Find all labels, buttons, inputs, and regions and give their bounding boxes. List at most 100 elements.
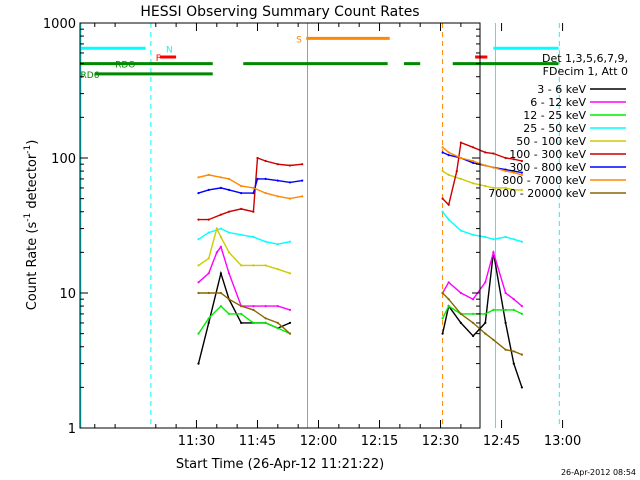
data-point-5-15 — [472, 146, 475, 149]
data-point-3-2 — [219, 227, 222, 230]
data-point-7-3 — [227, 177, 231, 180]
data-point-3-10 — [447, 218, 450, 221]
data-point-2-2 — [219, 305, 222, 308]
data-point-5-18 — [504, 156, 507, 160]
series-8 — [197, 291, 524, 356]
data-point-5-12 — [447, 203, 450, 206]
data-point-2-4 — [240, 312, 243, 315]
y-tick-label-2: 100 — [51, 152, 76, 167]
y-tick-label-0: 1 — [68, 422, 76, 437]
data-point-4-0 — [197, 264, 200, 267]
chart-title: HESSI Observing Summary Count Rates — [140, 4, 419, 20]
data-point-4-3 — [219, 235, 222, 239]
data-point-6-9 — [288, 181, 292, 184]
series-line-6-0 — [198, 178, 303, 194]
data-point-7-5 — [252, 186, 255, 189]
data-point-0-11 — [459, 321, 462, 324]
y-axis-label: Count Rate (s-1 detector-1) — [23, 140, 40, 311]
legend-label-7: 800 - 7000 keV — [502, 174, 586, 187]
data-point-5-3 — [227, 210, 231, 213]
data-point-5-11 — [441, 197, 444, 200]
data-point-7-16 — [504, 170, 507, 173]
data-point-7-4 — [240, 184, 243, 188]
data-point-7-18 — [520, 173, 524, 176]
data-point-1-14 — [484, 281, 487, 284]
legend-label-5: 100 - 300 keV — [509, 148, 586, 161]
data-point-5-16 — [484, 151, 487, 154]
data-point-0-17 — [520, 386, 524, 389]
x-tick-label-6: 13:00 — [544, 434, 581, 449]
x-axis-label: Start Time (26-Apr-12 11:21:22) — [176, 457, 384, 472]
data-point-8-17 — [520, 353, 524, 356]
y-axis-label-part-0: Count Rate (s — [25, 222, 40, 311]
data-point-4-7 — [264, 264, 267, 267]
data-point-8-7 — [276, 321, 279, 324]
y-axis-label-part-4: ) — [25, 140, 40, 145]
data-point-1-13 — [472, 298, 475, 301]
series-2 — [197, 305, 524, 335]
data-point-1-0 — [197, 281, 200, 284]
y-axis: 1 10 100 1000 — [43, 17, 480, 437]
data-point-1-12 — [459, 291, 462, 295]
data-point-5-17 — [492, 152, 495, 155]
series-3 — [197, 210, 524, 246]
data-point-2-13 — [484, 312, 487, 315]
data-point-1-16 — [504, 291, 507, 295]
data-point-1-4 — [227, 272, 231, 275]
data-point-4-8 — [276, 268, 279, 271]
series-5 — [197, 141, 524, 221]
data-point-4-4 — [227, 251, 231, 254]
data-point-5-7 — [264, 159, 267, 163]
data-point-1-8 — [276, 305, 279, 308]
data-point-8-6 — [264, 317, 267, 320]
footer-date: 26-Apr-2012 08:54 — [561, 468, 636, 477]
data-point-7-15 — [492, 166, 495, 169]
legend: Det 1,3,5,6,7,9,FDecim 1, Att 0 3 - 6 keV… — [488, 52, 628, 200]
data-point-8-8 — [288, 332, 292, 335]
data-point-6-8 — [276, 179, 279, 182]
series-line-7-0 — [198, 174, 303, 200]
data-point-1-3 — [219, 245, 222, 248]
legend-label-6: 300 - 800 keV — [509, 161, 586, 174]
y-tick-label-1: 10 — [59, 287, 76, 302]
data-point-7-10 — [441, 146, 444, 149]
data-point-3-12 — [472, 233, 475, 236]
data-point-0-13 — [484, 321, 487, 324]
annotation-rd6: RD6 — [81, 71, 100, 81]
data-point-4-12 — [459, 177, 462, 180]
data-point-4-5 — [240, 264, 243, 267]
legend-label-0: 3 - 6 keV — [537, 83, 586, 96]
data-point-4-6 — [252, 264, 255, 267]
x-tick-label-5: 12:45 — [483, 434, 520, 449]
data-point-3-17 — [520, 240, 524, 243]
data-point-5-2 — [219, 213, 222, 216]
data-point-6-14 — [472, 161, 475, 164]
x-axis: 11:30 11:45 12:00 12:15 12:30 12:45 13:00 — [94, 23, 581, 449]
legend-label-8: 7000 - 20000 keV — [488, 187, 586, 200]
legend-title-0: Det 1,3,5,6,7,9, — [542, 52, 628, 65]
data-point-2-10 — [447, 305, 450, 308]
data-point-5-20 — [520, 159, 524, 163]
legend-title-1: FDecim 1, Att 0 — [543, 65, 628, 78]
data-point-5-8 — [276, 163, 279, 166]
series-0 — [197, 251, 524, 389]
data-point-3-16 — [512, 238, 515, 241]
annotation-f: F — [156, 54, 161, 64]
data-point-8-4 — [240, 305, 243, 308]
data-point-5-5 — [252, 210, 255, 213]
data-point-0-4 — [240, 321, 243, 324]
data-point-5-4 — [240, 207, 243, 210]
data-point-2-7 — [276, 327, 279, 330]
data-point-7-6 — [264, 192, 267, 195]
data-point-4-1 — [207, 257, 210, 260]
data-point-2-16 — [512, 308, 515, 311]
data-point-3-1 — [207, 231, 210, 234]
data-point-3-11 — [459, 229, 462, 232]
data-point-8-2 — [219, 291, 222, 295]
legend-label-1: 6 - 12 keV — [530, 96, 586, 109]
data-point-1-6 — [252, 305, 255, 308]
data-point-0-0 — [197, 362, 200, 365]
data-point-7-1 — [207, 173, 210, 176]
data-point-5-19 — [512, 158, 515, 161]
data-point-2-9 — [441, 317, 444, 320]
